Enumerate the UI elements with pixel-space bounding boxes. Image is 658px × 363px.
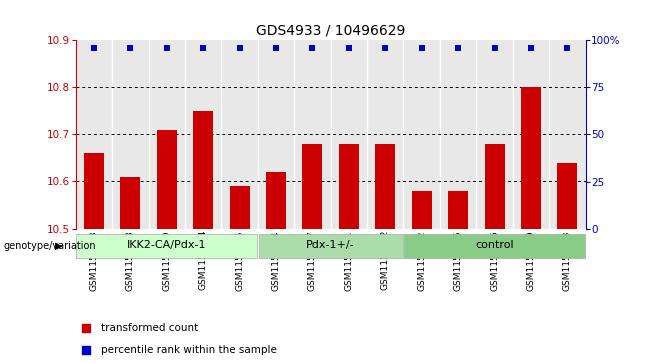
Bar [330,40,367,229]
Bar [484,144,505,229]
Point [562,45,572,51]
Point [161,45,172,51]
Bar [76,40,112,229]
Bar [294,40,330,229]
Bar [185,40,221,229]
Point [417,45,427,51]
Point [234,45,245,51]
Point [490,45,500,51]
Point [307,45,318,51]
Bar [84,153,104,229]
Bar [521,87,541,229]
Text: control: control [475,240,514,250]
Text: Pdx-1+/-: Pdx-1+/- [307,240,355,250]
Point [453,45,463,51]
Bar [221,40,258,229]
FancyBboxPatch shape [76,234,257,258]
Bar [120,177,140,229]
Bar [375,144,395,229]
Bar [412,191,432,229]
Bar [266,172,286,229]
Bar [149,40,185,229]
Bar [448,191,468,229]
Point [80,325,91,331]
Bar [193,111,213,229]
Bar [513,40,549,229]
Bar [112,40,149,229]
Bar [367,40,403,229]
Point [198,45,209,51]
FancyBboxPatch shape [259,234,403,258]
Bar [476,40,513,229]
Point [270,45,281,51]
Text: percentile rank within the sample: percentile rank within the sample [101,345,277,355]
FancyBboxPatch shape [404,234,585,258]
Title: GDS4933 / 10496629: GDS4933 / 10496629 [256,23,405,37]
Bar [230,186,249,229]
Bar [258,40,294,229]
Bar [339,144,359,229]
Text: ▶: ▶ [55,241,63,251]
Bar [440,40,476,229]
Bar [303,144,322,229]
Text: IKK2-CA/Pdx-1: IKK2-CA/Pdx-1 [127,240,207,250]
Point [89,45,99,51]
Point [380,45,391,51]
Bar [549,40,586,229]
Bar [557,163,578,229]
Point [80,347,91,353]
Point [125,45,136,51]
Bar [403,40,440,229]
Text: genotype/variation: genotype/variation [3,241,96,251]
Bar [157,130,177,229]
Point [343,45,354,51]
Point [526,45,536,51]
Text: transformed count: transformed count [101,323,199,333]
